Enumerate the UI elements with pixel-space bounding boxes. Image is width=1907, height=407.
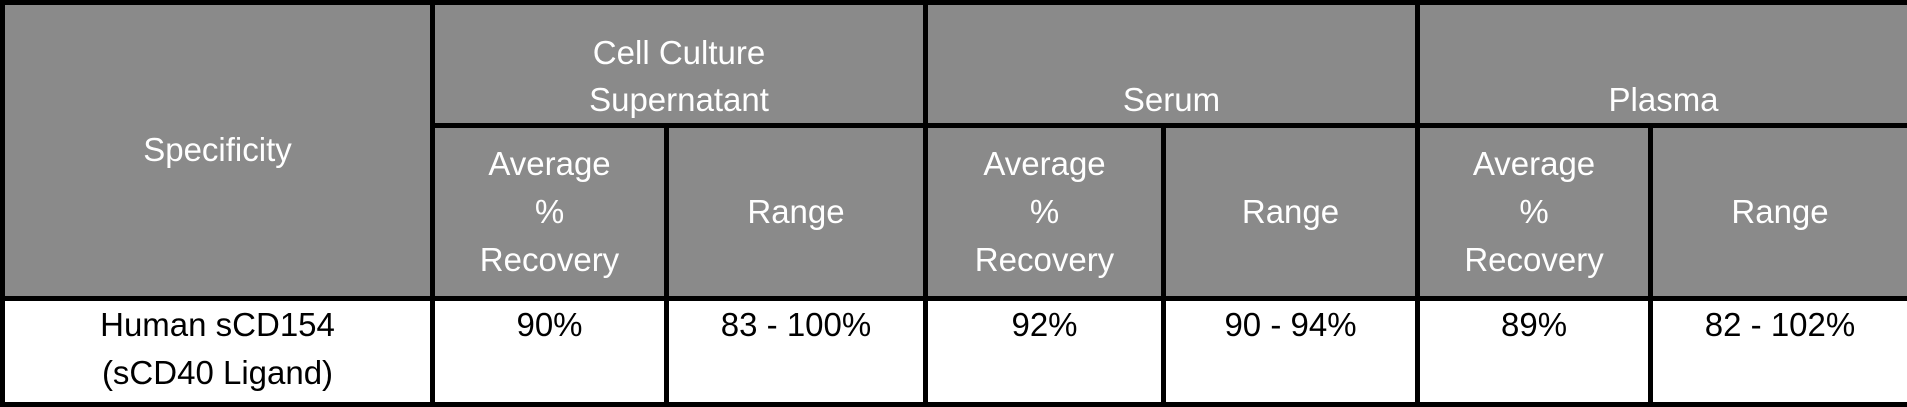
group-header-cell-culture-supernatant: Cell Culture Supernatant — [430, 0, 928, 128]
cell-ccs-average-recovery: 90% — [430, 295, 669, 407]
sub-header-row: Average % Recovery Range Average % Recov… — [3, 122, 1907, 301]
subheader-serum-range: Range — [1160, 122, 1421, 301]
subheader-serum-average-recovery: Average % Recovery — [923, 122, 1166, 301]
header-specificity: Specificity — [0, 0, 435, 301]
cell-ccs-range: 83 - 100% — [664, 295, 928, 407]
cell-serum-average-recovery: 92% — [923, 295, 1166, 407]
subheader-ccs-average-recovery: Average % Recovery — [430, 122, 669, 301]
cell-plasma-range: 82 - 102% — [1648, 295, 1907, 407]
cell-serum-range: 90 - 94% — [1160, 295, 1421, 407]
group-header-plasma: Plasma — [1415, 0, 1907, 128]
subheader-plasma-range: Range — [1648, 122, 1907, 301]
subheader-plasma-average-recovery: Average % Recovery — [1415, 122, 1654, 301]
group-header-row: Specificity Cell Culture Supernatant Ser… — [0, 0, 1907, 301]
cell-plasma-average-recovery: 89% — [1415, 295, 1654, 407]
cell-specificity: Human sCD154 (sCD40 Ligand) — [0, 295, 435, 407]
group-header-serum: Serum — [922, 0, 1421, 128]
subheader-ccs-range: Range — [664, 122, 928, 301]
table-row: Human sCD154 (sCD40 Ligand) 90% 83 - 100… — [0, 295, 1907, 407]
